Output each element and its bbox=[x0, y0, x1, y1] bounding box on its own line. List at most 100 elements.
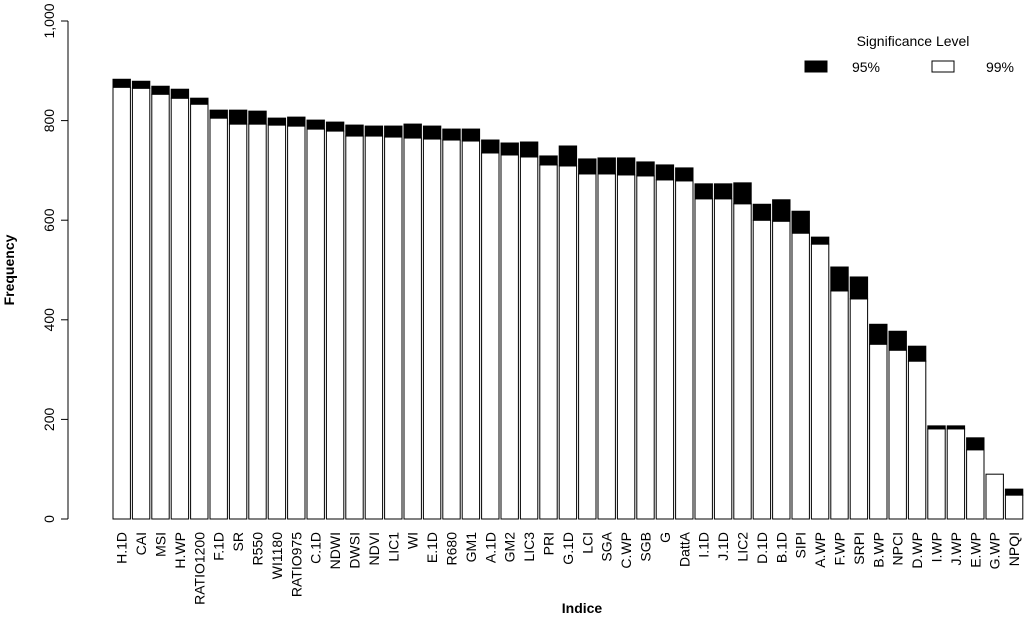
bar-segment bbox=[151, 85, 170, 95]
x-tick-label: B.1D bbox=[773, 532, 789, 563]
x-tick-label: SGB bbox=[638, 532, 654, 562]
bar-segment bbox=[228, 109, 248, 125]
x-tick-label: F.WP bbox=[832, 532, 848, 565]
x-tick-label: GM2 bbox=[502, 532, 518, 563]
x-tick-label: NPCI bbox=[890, 532, 906, 565]
bar-segment bbox=[888, 349, 907, 520]
bar-segment bbox=[966, 449, 985, 520]
x-tick-label: G.WP bbox=[987, 532, 1003, 569]
bar-segment bbox=[228, 123, 248, 520]
bar-segment bbox=[946, 428, 966, 520]
bar-segment bbox=[830, 290, 849, 520]
bar-segment bbox=[131, 87, 151, 520]
bar-segment bbox=[1004, 488, 1024, 496]
x-tick-label: I.WP bbox=[929, 532, 945, 562]
x-tick-label: C.1D bbox=[308, 532, 324, 564]
x-tick-label: CAI bbox=[133, 532, 149, 555]
bar-segment bbox=[422, 138, 442, 520]
x-axis-title: Indice bbox=[562, 600, 603, 616]
bar-segment bbox=[616, 174, 636, 520]
bar-segment bbox=[655, 179, 675, 520]
legend-label: 95% bbox=[852, 59, 880, 75]
x-tick-label: NDWI bbox=[327, 532, 343, 569]
bar-segment bbox=[616, 157, 636, 176]
x-tick-label: J.WP bbox=[948, 532, 964, 565]
x-tick-label: I.1D bbox=[696, 532, 712, 558]
bar-segment bbox=[713, 198, 733, 520]
x-tick-label: H.WP bbox=[172, 532, 188, 569]
bar-segment bbox=[636, 175, 655, 520]
bar-segment bbox=[112, 78, 131, 88]
x-tick-label: NDVI bbox=[366, 532, 382, 565]
bar-segment bbox=[248, 110, 267, 125]
bar-segment bbox=[306, 128, 325, 520]
bar-segment bbox=[112, 86, 131, 520]
x-tick-label: E.WP bbox=[967, 532, 983, 568]
bar-segment bbox=[597, 157, 616, 175]
bar-segment bbox=[403, 137, 422, 520]
bar-segment bbox=[403, 123, 422, 139]
bar-segment bbox=[558, 145, 578, 167]
bar-segment bbox=[364, 125, 384, 137]
bar-segment bbox=[733, 182, 752, 205]
bar-segment bbox=[810, 236, 830, 245]
x-tick-label: J.1D bbox=[715, 532, 731, 561]
x-tick-label: PRI bbox=[541, 532, 557, 555]
bar-segment bbox=[461, 140, 481, 520]
legend-swatch bbox=[931, 60, 955, 73]
bar-segment bbox=[519, 141, 539, 158]
x-tick-label: D.1D bbox=[754, 532, 770, 564]
legend-label: 99% bbox=[986, 59, 1014, 75]
bar-segment bbox=[849, 298, 869, 520]
x-tick-label: LCI bbox=[579, 532, 595, 554]
x-tick-label: RATIO1200 bbox=[191, 532, 207, 605]
bar-segment bbox=[442, 139, 461, 520]
y-axis-title: Frequency bbox=[1, 234, 17, 305]
bar-segment bbox=[384, 125, 403, 138]
x-tick-label: C.WP bbox=[618, 532, 634, 569]
bar-segment bbox=[578, 158, 597, 175]
x-tick-label: R680 bbox=[444, 532, 460, 566]
legend-title: Significance Level bbox=[857, 33, 970, 49]
bar-segment bbox=[694, 183, 713, 200]
bar-segment bbox=[772, 220, 791, 520]
y-tick-label: 400 bbox=[41, 308, 57, 332]
bar-segment bbox=[810, 243, 830, 520]
bar-segment bbox=[946, 425, 966, 430]
bar-segment bbox=[888, 330, 907, 351]
bar-segment bbox=[733, 203, 752, 520]
x-tick-label: G.1D bbox=[560, 532, 576, 565]
y-tick-label: 800 bbox=[41, 109, 57, 133]
bar-segment bbox=[131, 80, 151, 89]
bar-segment bbox=[151, 93, 170, 520]
x-tick-label: A.1D bbox=[482, 532, 498, 563]
bar-segment bbox=[209, 117, 228, 520]
bar-segment bbox=[481, 152, 500, 520]
x-tick-label: NPQI bbox=[1006, 532, 1022, 566]
bar-segment bbox=[907, 360, 927, 520]
x-tick-label: A.WP bbox=[812, 532, 828, 568]
bar-segment bbox=[190, 97, 209, 105]
bar-segment bbox=[461, 128, 481, 142]
x-tick-label: SRPI bbox=[851, 532, 867, 565]
bar-segment bbox=[791, 210, 810, 234]
x-tick-label: WI1180 bbox=[269, 532, 285, 579]
x-tick-label: B.WP bbox=[870, 532, 886, 568]
y-tick-label: 1,000 bbox=[41, 3, 57, 38]
bar-segment bbox=[636, 161, 655, 177]
x-tick-label: SGA bbox=[599, 531, 615, 561]
bar-segment bbox=[345, 124, 364, 137]
bar-segment bbox=[752, 219, 772, 520]
bar-segment bbox=[927, 425, 946, 430]
bar-segment bbox=[248, 123, 267, 520]
x-tick-label: D.WP bbox=[909, 532, 925, 569]
y-tick-label: 0 bbox=[41, 515, 57, 523]
bar-segment bbox=[267, 124, 287, 520]
bar-segment bbox=[578, 173, 597, 520]
bar-segment bbox=[907, 345, 927, 362]
y-tick-label: 200 bbox=[41, 408, 57, 432]
bar-segment bbox=[558, 165, 578, 520]
bar-segment bbox=[209, 109, 228, 119]
bar-segment bbox=[869, 323, 888, 345]
